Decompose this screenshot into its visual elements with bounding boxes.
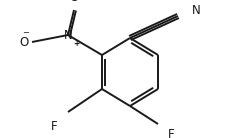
Text: +: + xyxy=(73,39,79,48)
Text: F: F xyxy=(167,128,174,138)
Text: F: F xyxy=(50,120,57,133)
Text: N: N xyxy=(191,3,200,17)
Text: N: N xyxy=(63,29,72,42)
Text: −: − xyxy=(22,28,29,37)
Text: O: O xyxy=(69,0,78,4)
Text: O: O xyxy=(20,35,29,48)
